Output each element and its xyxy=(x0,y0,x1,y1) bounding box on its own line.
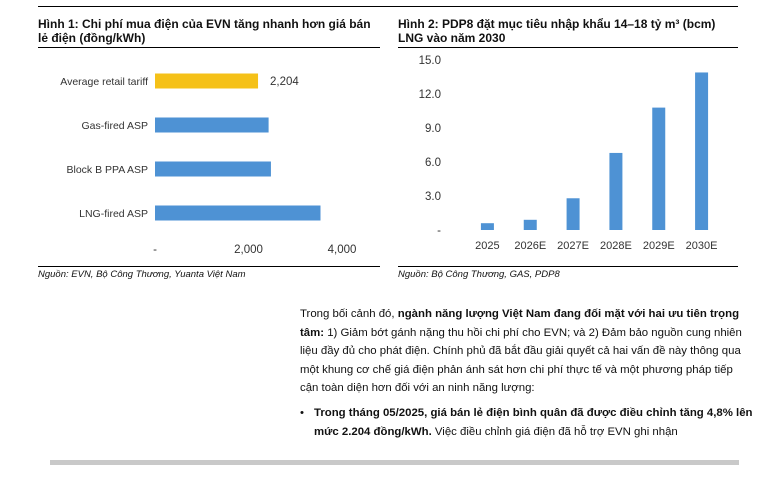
x-tick-label: 2,000 xyxy=(234,244,263,256)
x-tick-label: 4,000 xyxy=(328,244,357,256)
y-tick-label: 9.0 xyxy=(425,123,441,135)
category-label: Block B PPA ASP xyxy=(66,164,148,176)
y-tick-label: 15.0 xyxy=(419,55,441,67)
body-paragraph: Trong bối cảnh đó, ngành năng lượng Việt… xyxy=(300,305,750,398)
x-tick-label: 2027E xyxy=(557,240,589,252)
figure2-chart: - 3.0 6.0 9.0 12.0 15.0 2025 2026E 2027E 2028E 202… xyxy=(398,50,738,265)
x-tick-label: 2029E xyxy=(643,240,675,252)
x-tick-label: 2028E xyxy=(600,240,632,252)
x-tick-label: 2026E xyxy=(514,240,546,252)
figure2-title-line2: LNG vào năm 2030 xyxy=(398,31,506,45)
bar xyxy=(523,219,537,230)
y-tick-label: 3.0 xyxy=(425,191,441,203)
x-tick-label: 2025 xyxy=(475,240,499,252)
bar xyxy=(566,198,580,230)
figure1-title-line1: Hình 1: Chi phí mua điện của EVN tăng nh… xyxy=(38,17,371,31)
x-tick-label: - xyxy=(153,244,157,256)
bullet-dot: • xyxy=(300,407,304,419)
bar xyxy=(480,223,494,230)
y-tick-label: 6.0 xyxy=(425,157,441,169)
bullet-bold: Trong tháng 05/2025, giá bán lẻ điện bìn… xyxy=(314,407,753,438)
figure1-title-rule xyxy=(38,47,380,48)
figure2-chart-svg: - 3.0 6.0 9.0 12.0 15.0 2025 2026E 2027E 2028E 202… xyxy=(419,55,718,252)
figure2-title: Hình 2: PDP8 đặt mục tiêu nhập khẩu 14–1… xyxy=(398,17,743,45)
x-tick-label: 2030E xyxy=(686,240,718,252)
top-rule xyxy=(38,6,738,7)
category-label: Gas-fired ASP xyxy=(81,120,148,132)
bar xyxy=(652,107,666,230)
bar xyxy=(155,117,269,133)
figure1-source-rule xyxy=(38,266,380,267)
y-tick-label: - xyxy=(437,225,441,237)
figure2-title-rule xyxy=(398,47,738,48)
figure2-source: Nguồn: Bộ Công Thương, GAS, PDP8 xyxy=(398,269,560,280)
body-paragraph-bold: ngành năng lượng Việt Nam đang đối mặt v… xyxy=(300,308,740,339)
figure1-chart: Average retail tariff 2,204 Gas-fired ASP B… xyxy=(38,50,380,265)
figure1-source: Nguồn: EVN, Bộ Công Thương, Yuanta Việt … xyxy=(38,269,246,280)
bar xyxy=(695,72,709,230)
body-paragraph-rest: 1) Giảm bớt gánh nặng thu hồi chi phí ch… xyxy=(300,326,742,395)
figure1-title: Hình 1: Chi phí mua điện của EVN tăng nh… xyxy=(38,17,378,45)
bullet-text: Trong tháng 05/2025, giá bán lẻ điện bìn… xyxy=(314,404,754,441)
y-tick-label: 12.0 xyxy=(419,89,441,101)
figure2-source-rule xyxy=(398,266,738,267)
bar xyxy=(155,73,259,89)
figure2-title-line1: Hình 2: PDP8 đặt mục tiêu nhập khẩu 14–1… xyxy=(398,17,716,31)
data-label: 2,204 xyxy=(270,76,299,88)
footer-bar xyxy=(50,460,739,465)
bar xyxy=(609,152,623,230)
bullet-rest: Việc điều chỉnh giá điện đã hỗ trợ EVN g… xyxy=(431,425,678,438)
bar xyxy=(155,161,271,177)
body-paragraph-intro: Trong bối cảnh đó, xyxy=(300,308,398,320)
figure1-chart-svg: Average retail tariff 2,204 Gas-fired ASP B… xyxy=(60,73,357,256)
bar xyxy=(155,205,321,221)
figure1-title-line2: lẻ điện (đồng/kWh) xyxy=(38,31,146,45)
category-label: Average retail tariff xyxy=(60,76,148,88)
category-label: LNG-fired ASP xyxy=(79,208,148,220)
